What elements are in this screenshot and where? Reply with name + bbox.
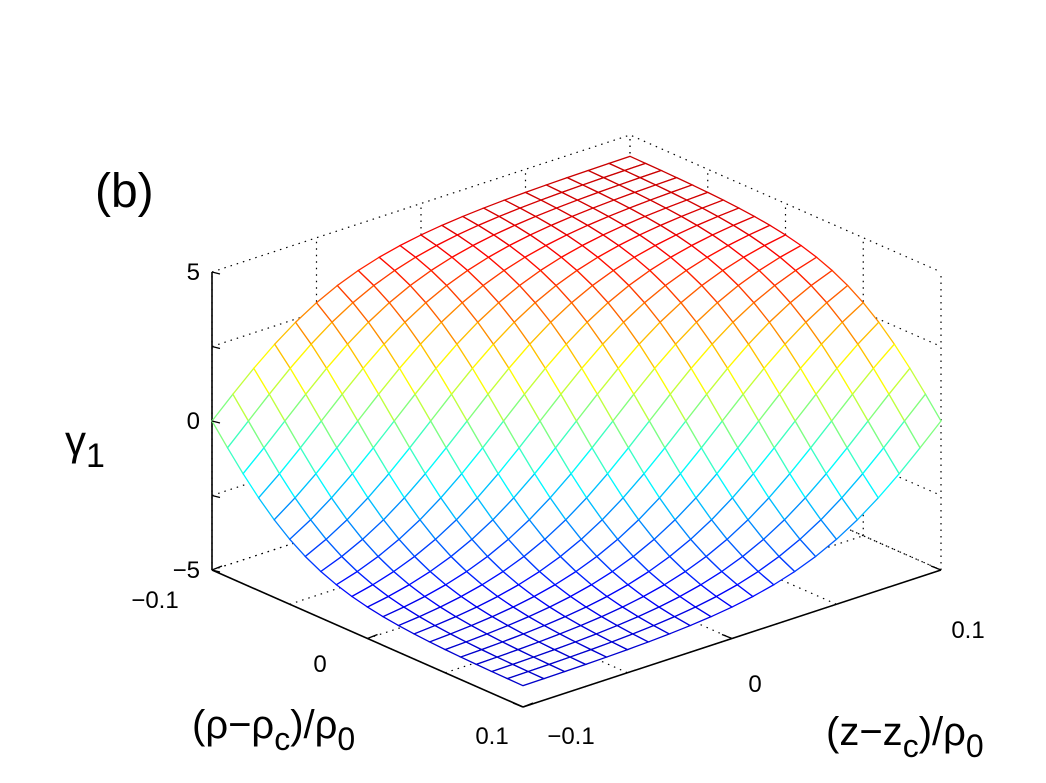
z-tick-label: 0.1 [951,617,984,644]
z-tick-mark [930,565,942,571]
z-tick-mark [721,633,733,640]
gamma-tick-mark [211,271,221,275]
rho-tick-mark [522,702,534,708]
mesh-cell [903,393,942,449]
gamma-tick-mark [211,569,221,573]
z-tick-mark [512,702,524,708]
rho-tick-label: −0.1 [131,587,178,614]
gamma-tick-mark [211,345,221,350]
rho-axis-label: (ρ−ρc)/ρ0 [192,703,355,757]
gamma-axis-label: γ1 [65,417,105,475]
gamma-tick-mark [211,420,221,424]
gamma-tick-label: 0 [187,408,200,435]
rho-tick-mark [367,633,378,640]
rho-tick-label: 0 [313,651,326,678]
rho-tick-mark [211,565,223,571]
gamma-tick-label: 5 [187,259,200,286]
z-tick-label: −0.1 [547,723,594,750]
gamma-tick-label: −5 [173,557,200,584]
panel-label: (b) [95,165,154,218]
rho-tick-label: 0.1 [475,723,508,750]
surface-mesh [211,155,942,687]
gamma-tick-mark [211,494,221,499]
z-axis-label: (z−zc)/ρ0 [826,710,984,764]
z-tick-label: 0 [748,671,761,698]
